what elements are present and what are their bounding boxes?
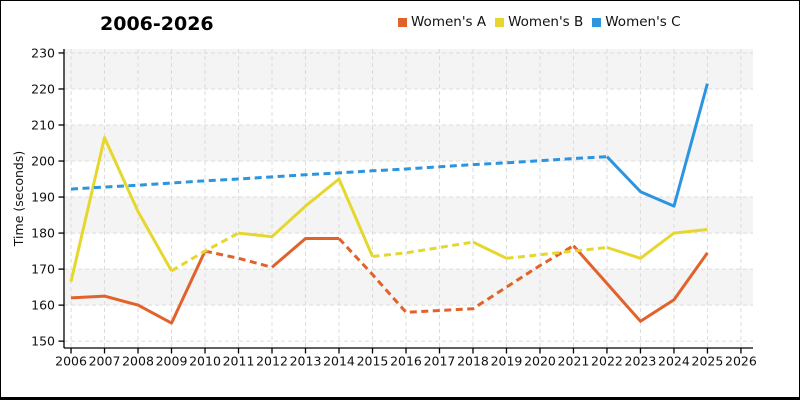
series-line-womens-c (70, 83, 709, 208)
x-tick-label: 2024 (658, 354, 690, 369)
dashed-segment (372, 240, 474, 258)
x-tick-label: 2013 (290, 354, 322, 369)
y-tick-label: 230 (31, 45, 55, 60)
legend-label-womens-b: Women's B (508, 14, 584, 30)
legend-label-womens-a: Women's A (411, 14, 487, 30)
y-tick-label: 200 (31, 153, 55, 168)
background-band (64, 269, 753, 306)
y-axis-title: Time (seconds) (11, 151, 26, 247)
x-tick-label: 2023 (625, 354, 657, 369)
x-tick-label: 2026 (725, 354, 757, 369)
y-tick-label: 150 (31, 333, 55, 348)
legend-swatch-womens-b-icon (495, 17, 505, 27)
y-tick-label: 210 (31, 117, 55, 132)
legend-swatch-womens-c-icon (592, 17, 602, 27)
series-line-womens-a (70, 237, 709, 325)
y-tick-label: 160 (31, 297, 55, 312)
solid-segment (605, 83, 709, 208)
dashed-segment (170, 231, 240, 273)
x-tick-label: 2022 (591, 354, 623, 369)
x-tick-label: 2019 (491, 354, 523, 369)
dashed-segment (337, 237, 575, 314)
chart-title: 2006-2026 (100, 13, 214, 35)
x-tick-label: 2016 (390, 354, 422, 369)
dashed-segment (506, 246, 608, 260)
x-tick-label: 2010 (189, 354, 221, 369)
x-tick-label: 2006 (55, 354, 87, 369)
x-tick-label: 2009 (156, 354, 188, 369)
x-tick-label: 2018 (457, 354, 489, 369)
x-tick-label: 2014 (323, 354, 355, 369)
legend-item-womens-a: Women's A (398, 14, 486, 30)
legend-item-womens-c: Women's C (592, 14, 681, 30)
x-tick-label: 2017 (424, 354, 456, 369)
y-tick-label: 190 (31, 189, 55, 204)
x-tick-label: 2008 (122, 354, 154, 369)
legend-label-womens-c: Women's C (605, 14, 681, 30)
y-tick-label: 180 (31, 225, 55, 240)
x-tick-label: 2011 (223, 354, 255, 369)
solid-segment (69, 136, 173, 283)
legend-swatch-womens-a-icon (398, 17, 407, 27)
solid-segment (271, 237, 339, 269)
x-tick-label: 2020 (524, 354, 556, 369)
y-tick-label: 170 (31, 261, 55, 276)
x-tick-label: 2025 (692, 354, 724, 369)
x-tick-label: 2007 (89, 354, 121, 369)
x-tick-label: 2021 (558, 354, 590, 369)
solid-segment (606, 228, 708, 260)
chart-legend: Women's A Women's B Women's C (398, 14, 681, 30)
background-band (64, 49, 753, 89)
x-tick-label: 2012 (256, 354, 288, 369)
x-tick-label: 2015 (357, 354, 389, 369)
dashed-segment (70, 155, 608, 191)
solid-segment (472, 240, 508, 260)
series-line-womens-b (69, 136, 708, 283)
solid-segment (572, 244, 709, 323)
plot-background-bands (64, 49, 753, 306)
solid-segment (238, 177, 374, 258)
legend-item-womens-b: Women's B (495, 14, 583, 30)
background-band (64, 197, 753, 234)
y-tick-label: 220 (31, 81, 55, 96)
axes (58, 49, 753, 354)
gridlines (64, 49, 753, 348)
solid-segment (70, 250, 207, 325)
background-band (64, 125, 753, 162)
